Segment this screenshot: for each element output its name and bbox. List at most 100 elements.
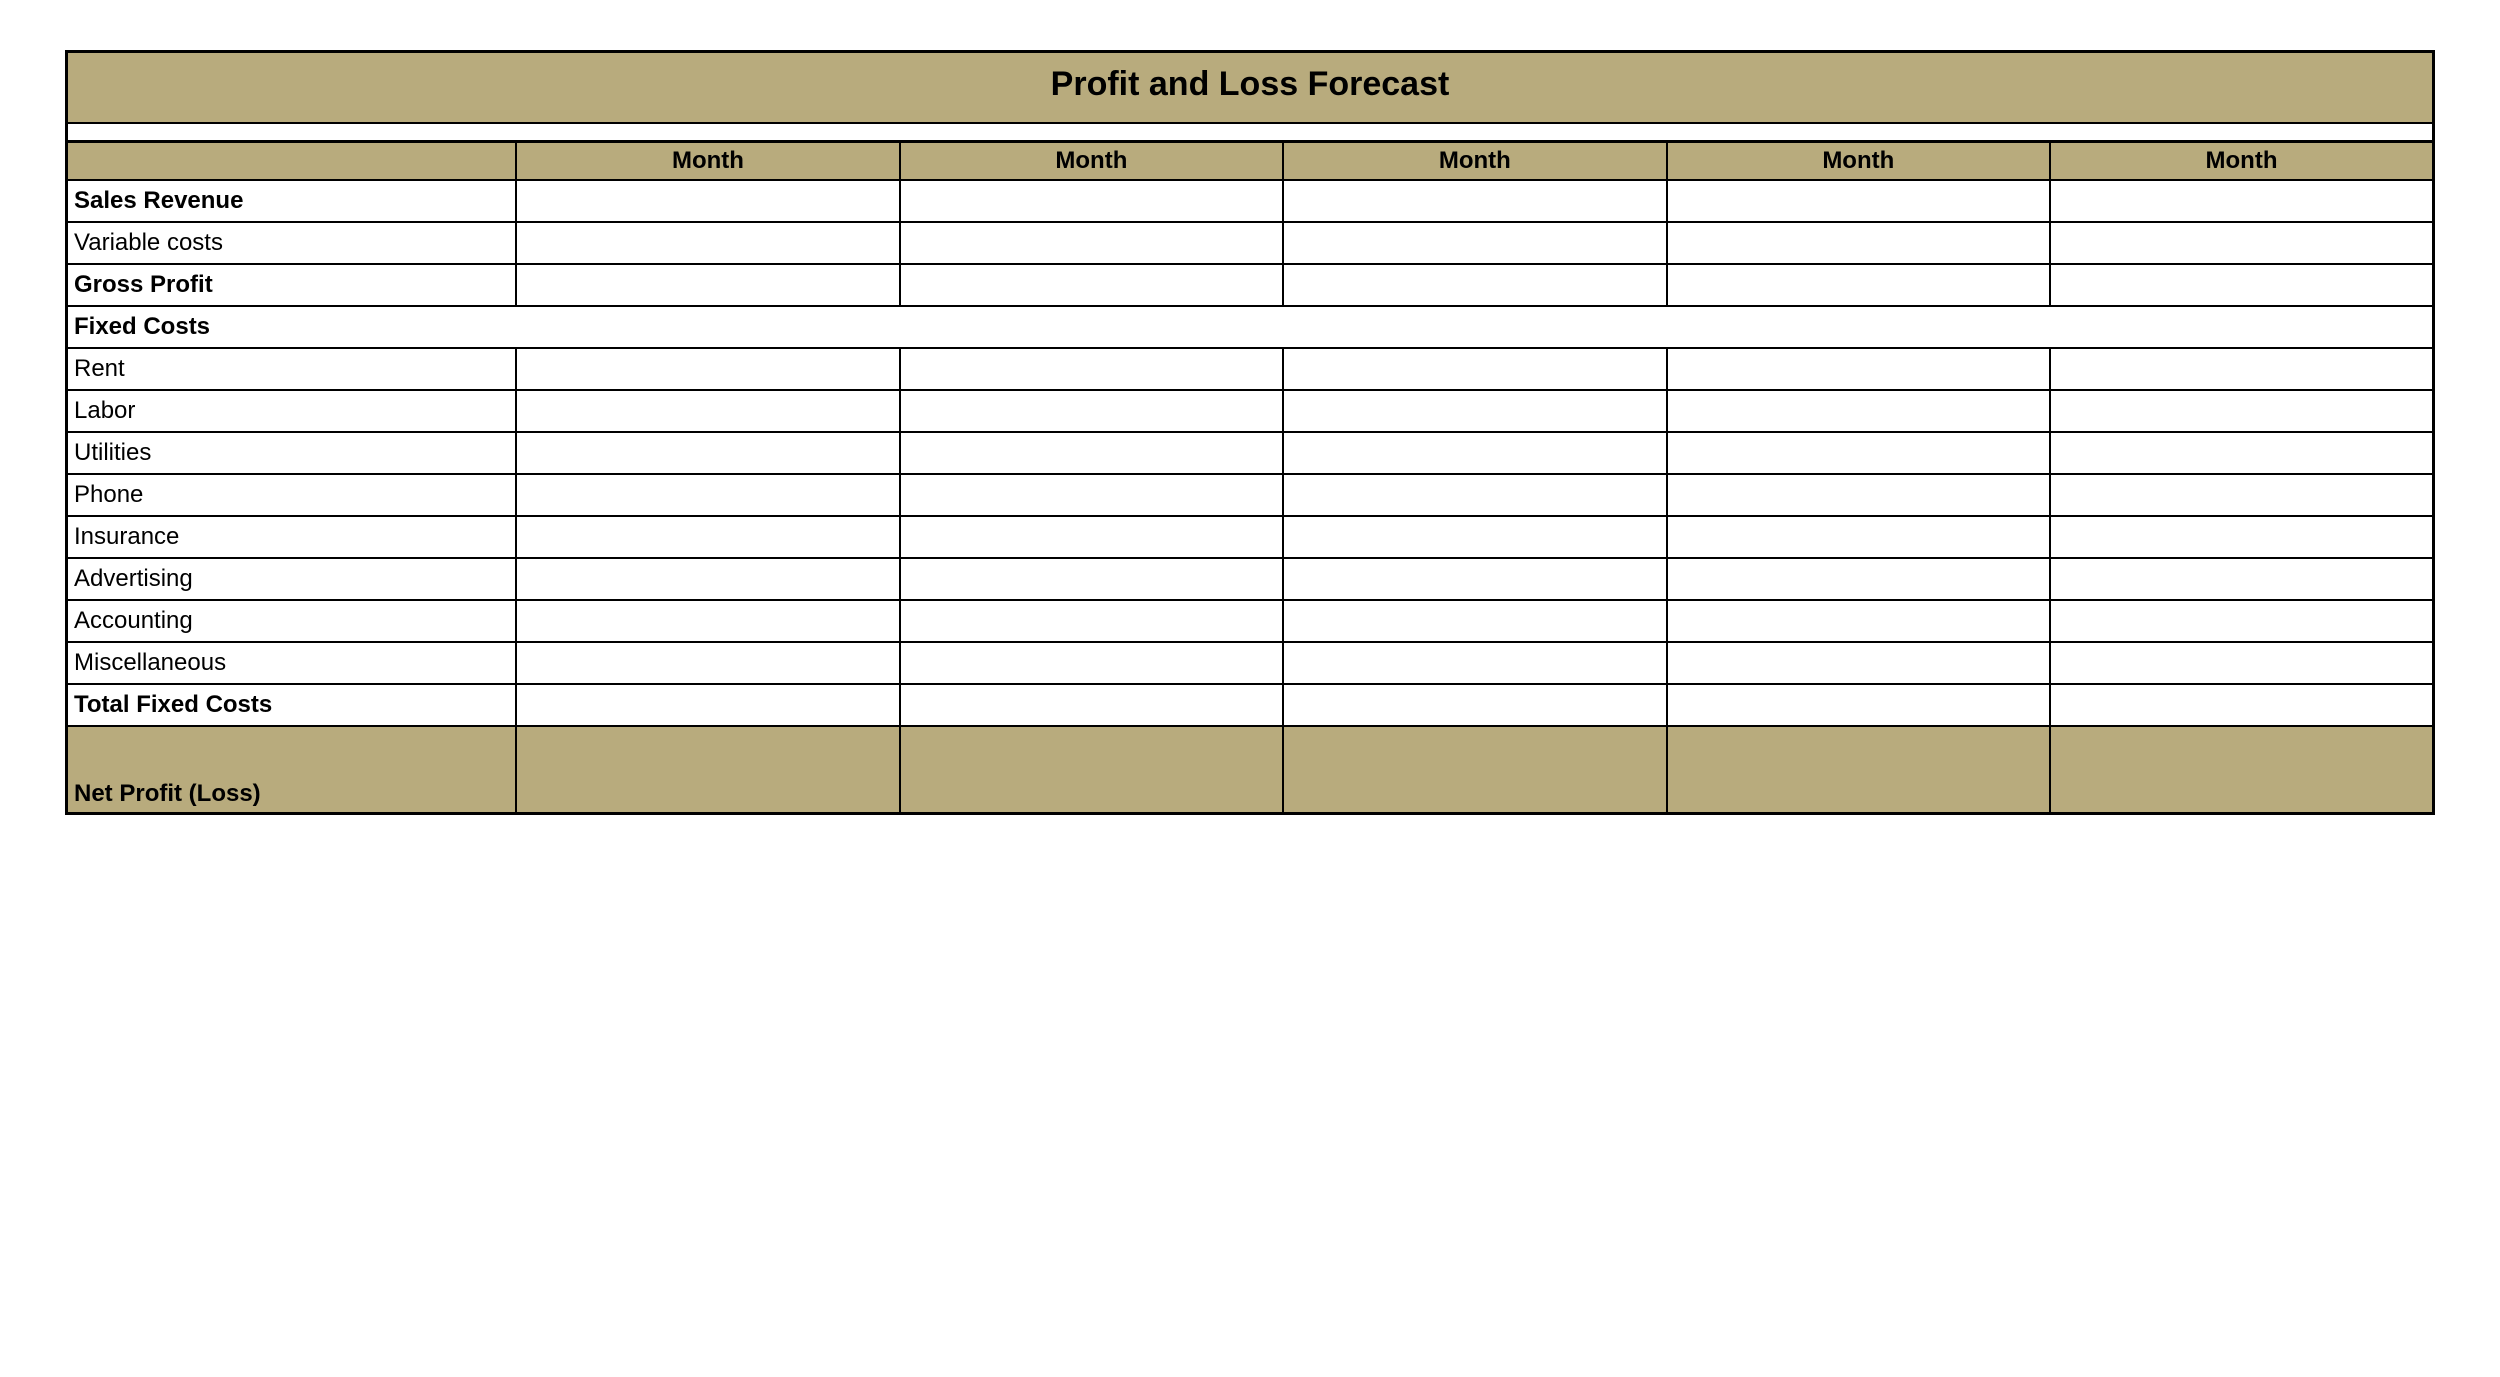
data-cell[interactable] bbox=[1283, 516, 1666, 558]
data-cell[interactable] bbox=[1283, 390, 1666, 432]
row-label: Sales Revenue bbox=[67, 180, 517, 222]
table-row: Insurance bbox=[67, 516, 2434, 558]
header-blank bbox=[67, 141, 517, 180]
row-label: Miscellaneous bbox=[67, 642, 517, 684]
net-profit-cell[interactable] bbox=[1283, 726, 1666, 814]
header-month: Month bbox=[900, 141, 1283, 180]
data-cell[interactable] bbox=[1667, 348, 2050, 390]
data-cell[interactable] bbox=[1283, 600, 1666, 642]
data-cell[interactable] bbox=[1283, 222, 1666, 264]
table-row: Sales Revenue bbox=[67, 180, 2434, 222]
table-row: Rent bbox=[67, 348, 2434, 390]
row-label: Labor bbox=[67, 390, 517, 432]
data-cell[interactable] bbox=[1667, 180, 2050, 222]
data-cell[interactable] bbox=[900, 264, 1283, 306]
row-label: Variable costs bbox=[67, 222, 517, 264]
data-cell[interactable] bbox=[900, 222, 1283, 264]
data-cell[interactable] bbox=[2050, 180, 2433, 222]
data-cell[interactable] bbox=[900, 180, 1283, 222]
net-profit-cell[interactable] bbox=[900, 726, 1283, 814]
header-month: Month bbox=[1667, 141, 2050, 180]
table-row: Advertising bbox=[67, 558, 2434, 600]
header-month: Month bbox=[516, 141, 899, 180]
table-row: Phone bbox=[67, 474, 2434, 516]
table-title: Profit and Loss Forecast bbox=[67, 52, 2434, 124]
section-row: Fixed Costs bbox=[67, 306, 2434, 348]
data-cell[interactable] bbox=[516, 264, 899, 306]
data-cell[interactable] bbox=[900, 390, 1283, 432]
table-row: Accounting bbox=[67, 600, 2434, 642]
data-cell[interactable] bbox=[516, 222, 899, 264]
data-cell[interactable] bbox=[900, 432, 1283, 474]
data-cell[interactable] bbox=[516, 600, 899, 642]
data-cell[interactable] bbox=[1283, 474, 1666, 516]
data-cell[interactable] bbox=[1667, 390, 2050, 432]
data-cell[interactable] bbox=[516, 390, 899, 432]
data-cell[interactable] bbox=[1283, 180, 1666, 222]
data-cell[interactable] bbox=[2050, 264, 2433, 306]
data-cell[interactable] bbox=[900, 684, 1283, 726]
data-cell[interactable] bbox=[1667, 642, 2050, 684]
table-row: Gross Profit bbox=[67, 264, 2434, 306]
data-cell[interactable] bbox=[516, 642, 899, 684]
data-cell[interactable] bbox=[2050, 432, 2433, 474]
table-row: Labor bbox=[67, 390, 2434, 432]
data-cell[interactable] bbox=[2050, 222, 2433, 264]
data-cell[interactable] bbox=[2050, 642, 2433, 684]
data-cell[interactable] bbox=[1283, 642, 1666, 684]
profit-loss-table-container: Profit and Loss ForecastMonthMonthMonthM… bbox=[65, 50, 2435, 815]
data-cell[interactable] bbox=[516, 180, 899, 222]
data-cell[interactable] bbox=[1667, 516, 2050, 558]
data-cell[interactable] bbox=[1667, 600, 2050, 642]
row-label: Utilities bbox=[67, 432, 517, 474]
row-label: Advertising bbox=[67, 558, 517, 600]
data-cell[interactable] bbox=[2050, 684, 2433, 726]
data-cell[interactable] bbox=[2050, 516, 2433, 558]
data-cell[interactable] bbox=[2050, 348, 2433, 390]
data-cell[interactable] bbox=[900, 558, 1283, 600]
data-cell[interactable] bbox=[1667, 264, 2050, 306]
profit-loss-table: Profit and Loss ForecastMonthMonthMonthM… bbox=[65, 50, 2435, 815]
data-cell[interactable] bbox=[1283, 432, 1666, 474]
data-cell[interactable] bbox=[2050, 558, 2433, 600]
data-cell[interactable] bbox=[1283, 684, 1666, 726]
data-cell[interactable] bbox=[1667, 684, 2050, 726]
header-month: Month bbox=[1283, 141, 1666, 180]
row-label: Rent bbox=[67, 348, 517, 390]
data-cell[interactable] bbox=[900, 600, 1283, 642]
data-cell[interactable] bbox=[900, 642, 1283, 684]
spacer-cell bbox=[67, 123, 2434, 141]
data-cell[interactable] bbox=[516, 684, 899, 726]
data-cell[interactable] bbox=[516, 348, 899, 390]
data-cell[interactable] bbox=[1667, 432, 2050, 474]
net-profit-cell[interactable] bbox=[2050, 726, 2433, 814]
data-cell[interactable] bbox=[1283, 348, 1666, 390]
data-cell[interactable] bbox=[900, 516, 1283, 558]
data-cell[interactable] bbox=[516, 516, 899, 558]
data-cell[interactable] bbox=[900, 348, 1283, 390]
data-cell[interactable] bbox=[1667, 474, 2050, 516]
net-profit-cell[interactable] bbox=[1667, 726, 2050, 814]
row-label: Insurance bbox=[67, 516, 517, 558]
section-label: Fixed Costs bbox=[67, 306, 2434, 348]
spacer-row bbox=[67, 123, 2434, 141]
data-cell[interactable] bbox=[900, 474, 1283, 516]
data-cell[interactable] bbox=[1283, 558, 1666, 600]
data-cell[interactable] bbox=[516, 432, 899, 474]
data-cell[interactable] bbox=[2050, 600, 2433, 642]
table-row: Total Fixed Costs bbox=[67, 684, 2434, 726]
data-cell[interactable] bbox=[2050, 390, 2433, 432]
title-row: Profit and Loss Forecast bbox=[67, 52, 2434, 124]
data-cell[interactable] bbox=[1667, 558, 2050, 600]
table-row: Variable costs bbox=[67, 222, 2434, 264]
data-cell[interactable] bbox=[516, 474, 899, 516]
table-row: Utilities bbox=[67, 432, 2434, 474]
data-cell[interactable] bbox=[516, 558, 899, 600]
header-month: Month bbox=[2050, 141, 2433, 180]
data-cell[interactable] bbox=[1667, 222, 2050, 264]
data-cell[interactable] bbox=[1283, 264, 1666, 306]
net-profit-label: Net Profit (Loss) bbox=[67, 726, 517, 814]
data-cell[interactable] bbox=[2050, 474, 2433, 516]
header-row: MonthMonthMonthMonthMonth bbox=[67, 141, 2434, 180]
net-profit-cell[interactable] bbox=[516, 726, 899, 814]
